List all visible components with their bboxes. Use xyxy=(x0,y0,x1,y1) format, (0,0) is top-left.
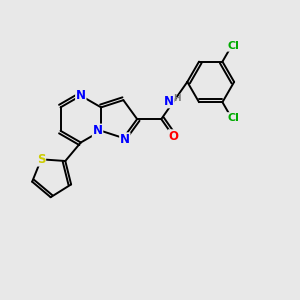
Text: S: S xyxy=(37,153,46,166)
Text: N: N xyxy=(76,89,86,102)
Text: H: H xyxy=(173,94,181,103)
Text: N: N xyxy=(164,94,174,108)
Text: O: O xyxy=(169,130,178,143)
Text: Cl: Cl xyxy=(227,113,239,123)
Text: Cl: Cl xyxy=(227,41,239,51)
Text: N: N xyxy=(120,133,130,146)
Text: N: N xyxy=(93,124,103,137)
